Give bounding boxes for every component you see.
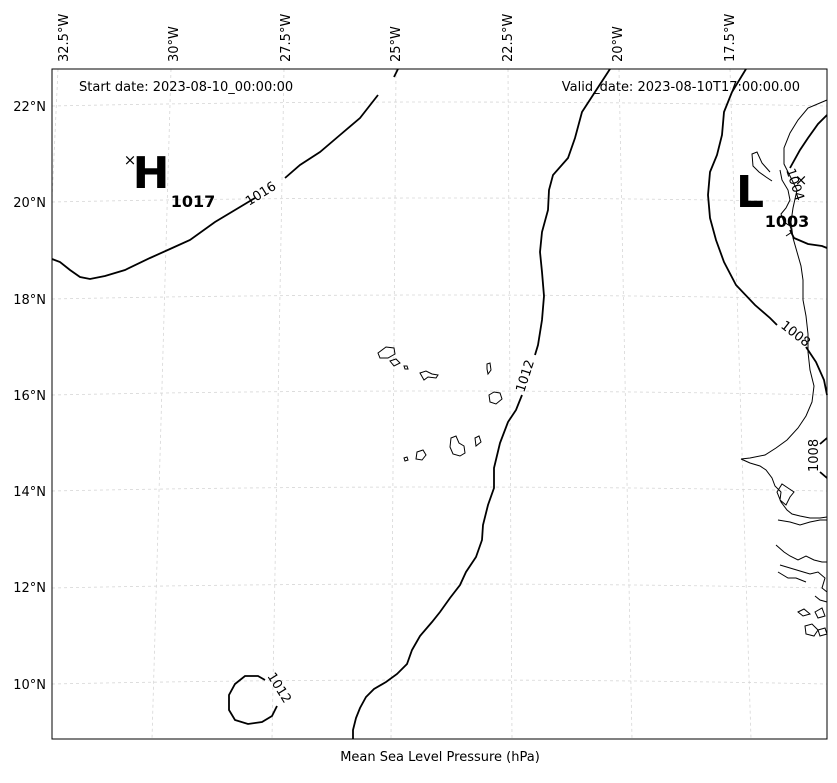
low-center-marker: × (795, 171, 808, 189)
gridline-lon-30w (151, 68, 172, 740)
coast-gambia (777, 519, 827, 526)
latitude-labels: 22°N 20°N 18°N 16°N 14°N 12°N 10°N (13, 100, 46, 693)
isobar-1012-south (228, 675, 278, 725)
gridline-lon-32-5w (51, 68, 59, 201)
longitude-labels: 32.5°W 30°W 27.5°W 25°W 22.5°W 20°W 17.5… (57, 14, 738, 62)
isobar-1008 (707, 68, 828, 396)
isobar-1012-east (352, 68, 611, 739)
map-frame-border (51, 68, 828, 740)
graticule (51, 68, 828, 740)
low-center-value: 1003 (765, 212, 810, 231)
isobars (51, 68, 828, 739)
island-sao-vicente (389, 358, 401, 367)
isobar-1004 (789, 114, 828, 249)
coast-guinea-bissau (775, 544, 827, 563)
gridline-lon-27-5w (271, 68, 285, 740)
isobar-1008-b (819, 437, 828, 479)
coast-banc-arguin (779, 169, 793, 237)
coast-cap-blanc (751, 151, 773, 182)
low-pressure-center: × L 1003 (736, 167, 809, 231)
gridline-lat-10n (51, 679, 828, 685)
island-fogo (415, 449, 427, 461)
gridline-lon-20w (618, 68, 633, 740)
african-coastline (740, 99, 828, 637)
island-maio (474, 435, 482, 447)
gridline-lat-16n (51, 390, 828, 396)
gridline-lon-17-5w (729, 68, 752, 740)
map-frame-background (52, 69, 827, 739)
island-brava (403, 456, 409, 462)
island-santo-antao (377, 346, 396, 359)
island-sal (486, 362, 492, 376)
island-boa-vista (488, 391, 503, 405)
island-santa-luzia (403, 365, 409, 370)
gridline-lat-12n (51, 583, 828, 589)
gridline-lat-22n (51, 101, 828, 107)
high-center-letter: H (133, 148, 170, 199)
lat-label-14n: 14°N (13, 485, 46, 500)
isobar-1016 (51, 68, 399, 280)
lon-label-20w: 20°W (611, 26, 626, 62)
gridline-lat-14n (51, 486, 828, 492)
cape-verde-islands (377, 346, 503, 462)
island-sao-nicolau (419, 370, 439, 381)
lat-label-22n: 22°N (13, 100, 46, 115)
coast-mauritania (740, 99, 828, 460)
lon-label-30w: 30°W (167, 26, 182, 62)
lat-label-10n: 10°N (13, 678, 46, 693)
lat-label-20n: 20°N (13, 196, 46, 211)
lat-label-16n: 16°N (13, 389, 46, 404)
high-pressure-center: × H 1017 (124, 148, 216, 211)
lat-label-12n: 12°N (13, 581, 46, 596)
gridline-lat-20n (51, 197, 828, 203)
map-caption: Mean Sea Level Pressure (hPa) (340, 750, 540, 765)
high-center-value: 1017 (171, 192, 216, 211)
lon-label-22-5w: 22.5°W (501, 14, 516, 62)
lon-label-32-5w: 32.5°W (57, 14, 72, 62)
lon-label-17-5w: 17.5°W (723, 14, 738, 62)
lon-label-25w: 25°W (389, 26, 404, 62)
isobar-label-1008-b: 1008 (807, 439, 822, 472)
valid-date-label: Valid_date: 2023-08-10T17:00:00.00 (562, 80, 800, 95)
coast-senegal (740, 458, 828, 519)
lat-label-18n: 18°N (13, 293, 46, 308)
gridline-lon-22-5w (507, 68, 513, 740)
low-center-letter: L (736, 167, 764, 218)
lon-label-27-5w: 27.5°W (279, 14, 294, 62)
coast-bijagos (777, 564, 828, 593)
gridline-lat-18n (51, 294, 828, 300)
map-panel: 1016 1012 1012 1008 1008 1004 × H 1017 ×… (51, 68, 828, 740)
gridline-lon-25w (390, 68, 397, 740)
start-date-label: Start date: 2023-08-10_00:00:00 (79, 80, 293, 95)
island-santiago (449, 435, 466, 457)
coast-guinea (797, 595, 828, 637)
high-center-marker: × (124, 151, 137, 169)
